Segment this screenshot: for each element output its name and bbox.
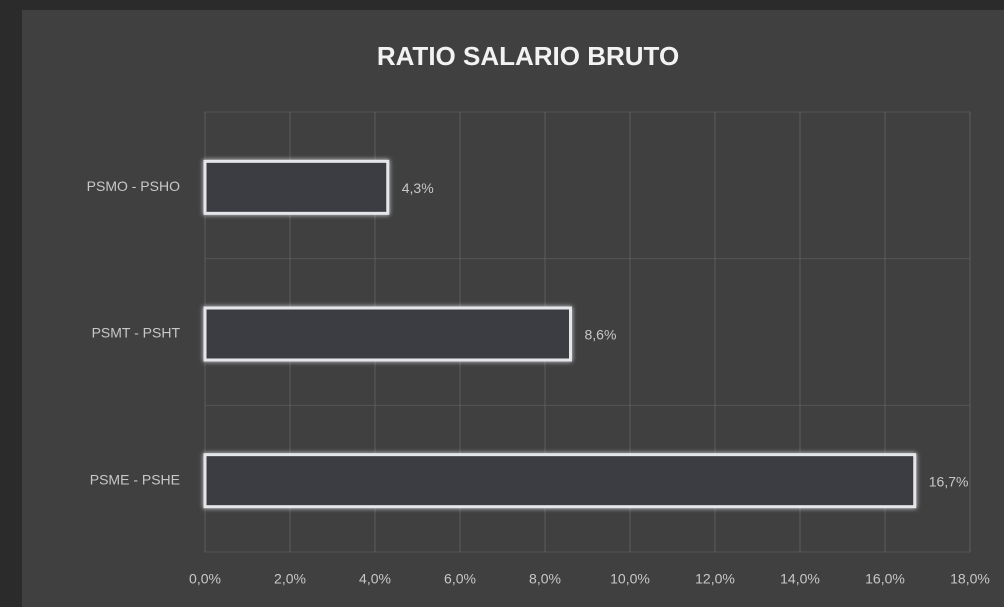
x-tick-label: 4,0% — [359, 571, 391, 587]
x-tick-label: 12,0% — [695, 571, 735, 587]
data-label: 8,6% — [585, 327, 617, 343]
y-tick-label: PSME - PSHE — [90, 471, 180, 487]
chart-title: RATIO SALARIO BRUTO — [377, 41, 679, 71]
x-tick-label: 0,0% — [189, 571, 221, 587]
y-tick-label: PSMO - PSHO — [87, 178, 180, 194]
y-tick-label: PSMT - PSHT — [92, 325, 181, 341]
x-tick-label: 18,0% — [950, 571, 990, 587]
data-label: 4,3% — [402, 180, 434, 196]
x-tick-label: 6,0% — [444, 571, 476, 587]
x-tick-label: 14,0% — [780, 571, 820, 587]
bar — [203, 306, 572, 362]
x-tick-label: 8,0% — [529, 571, 561, 587]
bar — [203, 453, 917, 509]
data-label: 16,7% — [929, 473, 969, 489]
bar — [203, 159, 390, 215]
x-tick-label: 16,0% — [865, 571, 905, 587]
x-tick-label: 2,0% — [274, 571, 306, 587]
x-tick-label: 10,0% — [610, 571, 650, 587]
